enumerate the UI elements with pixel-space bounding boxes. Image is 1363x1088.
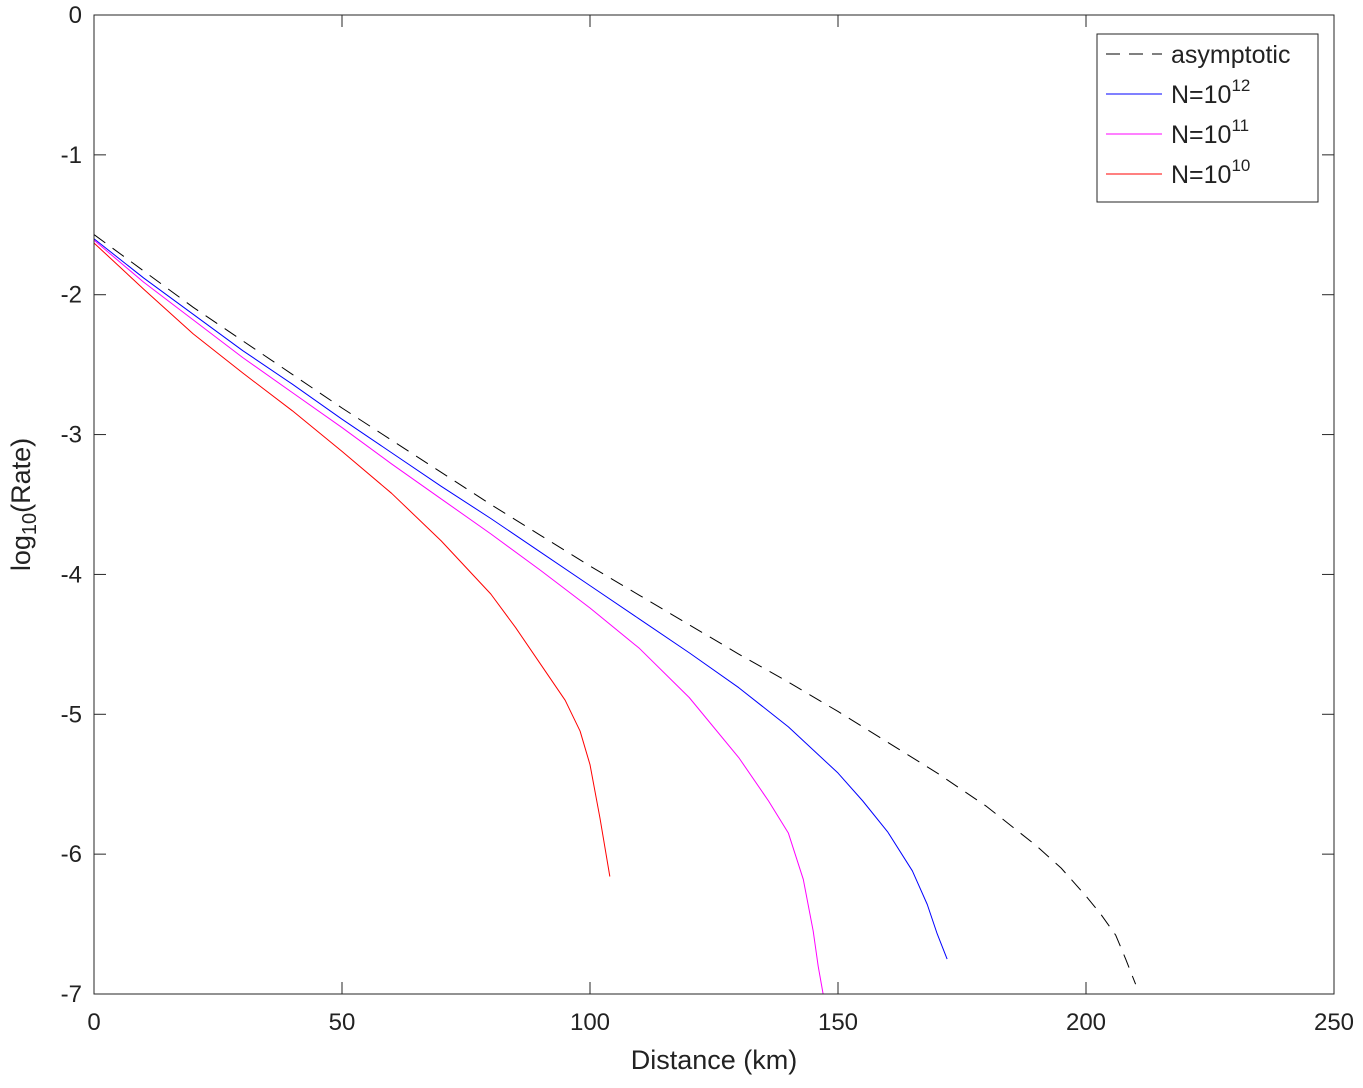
plot-frame [93,14,1335,995]
y-axis-label-subscript: 10 [19,513,41,535]
legend-label: N=1011 [1171,116,1249,149]
x-axis-label: Distance (km) [631,1045,798,1075]
y-tick-label: -1 [61,142,82,169]
x-tick-label: 200 [1066,1009,1106,1036]
y-tick-label: -5 [61,701,82,728]
x-tick-label: 250 [1314,1009,1354,1036]
x-tick-label: 100 [570,1009,610,1036]
x-tick-label: 50 [329,1009,356,1036]
series-line-asymptotic [93,234,1137,985]
y-tick-label: -6 [61,841,82,868]
legend-label-exponent: 11 [1231,116,1249,135]
x-tick-label: 0 [87,1009,100,1036]
legend-label-base: N=10 [1171,81,1231,109]
legend-label-base: asymptotic [1171,41,1290,69]
y-tick-label: -3 [61,422,82,449]
legend-label-exponent: 10 [1231,156,1250,175]
series-line-n-1e11 [93,239,824,995]
y-tick-label: -4 [61,561,82,588]
legend-label: N=1010 [1171,156,1250,189]
labels-layer: Distance (km) log10(Rate) 0 50 100 150 200 25… [6,2,1354,1075]
legend-label: asymptotic [1171,41,1290,69]
y-axis-label: log10(Rate) [6,438,41,571]
series-line-n-1e10 [93,242,611,877]
series-line-n-1e12 [93,238,948,960]
y-tick-label: 0 [69,2,82,29]
series-layer [93,234,1137,995]
legend-label-base: N=10 [1171,161,1231,189]
y-tick-label: -2 [61,282,82,309]
legend-label: N=1012 [1171,76,1250,109]
legend-label-base: N=10 [1171,121,1231,149]
y-axis-label-prefix: log [6,535,36,571]
legend-label-exponent: 12 [1231,76,1250,95]
y-tick-label: -7 [61,981,82,1008]
y-axis-label-suffix: (Rate) [6,438,36,513]
x-tick-label: 150 [818,1009,858,1036]
